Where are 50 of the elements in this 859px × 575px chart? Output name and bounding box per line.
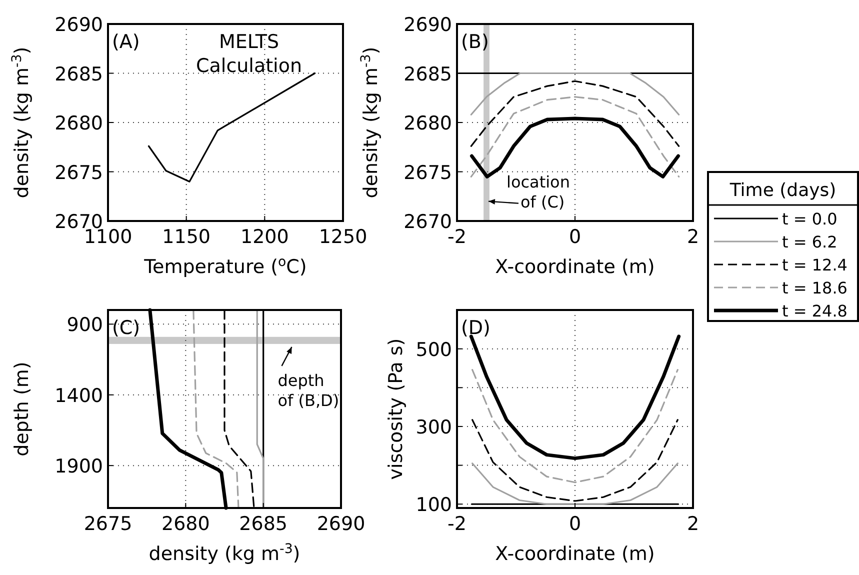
annotation: MELTS Calculation xyxy=(196,31,302,77)
y-tick-label: 2675 xyxy=(54,162,103,184)
x-axis-title: X-coordinate (m) xyxy=(495,256,655,278)
y-tick-label: 300 xyxy=(416,416,452,438)
x-tick-label: 1200 xyxy=(240,226,289,248)
y-tick-label: 1400 xyxy=(54,384,103,407)
y-tick-label: 500 xyxy=(416,338,452,361)
y-tick-label: 2680 xyxy=(54,112,103,134)
x-tick-label: 1150 xyxy=(162,226,211,248)
x-tick-label: 1250 xyxy=(318,226,368,248)
legend-label: t = 0.0 xyxy=(782,210,838,228)
y-tick-label: 2680 xyxy=(404,112,452,134)
x-tick-label: 2685 xyxy=(239,513,288,535)
line-series xyxy=(470,80,680,147)
y-tick-label: 2670 xyxy=(404,211,452,233)
x-axis-title: density (kg m$^{-3}$) xyxy=(148,542,300,565)
x-tick-label: 2675 xyxy=(84,513,132,535)
legend-label: t = 6.2 xyxy=(782,232,838,252)
x-axis-title: X-coordinate (m) xyxy=(495,543,655,565)
x-tick-label: 2 xyxy=(686,513,700,535)
annotation: (B) xyxy=(461,31,489,53)
annotation: (C) xyxy=(112,317,140,339)
x-tick-label: 0 xyxy=(568,513,582,535)
legend-label: t = 24.8 xyxy=(782,302,848,320)
y-tick-label: 2690 xyxy=(54,14,103,36)
line-series xyxy=(469,334,681,460)
x-tick-label: 0 xyxy=(568,226,582,248)
annotation: depth of (B,D) xyxy=(278,370,340,410)
annotation: location of (C) xyxy=(506,172,570,212)
y-tick-label: 2685 xyxy=(54,63,103,86)
annotation: (D) xyxy=(461,317,490,339)
y-axis-title: viscosity (Pa s) xyxy=(385,338,407,480)
annotation: (A) xyxy=(112,31,140,53)
line-series xyxy=(148,72,316,182)
legend-title: Time (days) xyxy=(728,180,836,201)
line-series xyxy=(470,72,680,116)
legend-label: t = 12.4 xyxy=(782,256,848,274)
x-tick-label: 2690 xyxy=(316,513,366,535)
y-tick-label: 2690 xyxy=(404,14,452,36)
legend-label: t = 18.6 xyxy=(782,278,848,298)
line-series xyxy=(472,368,678,484)
x-tick-label: 2 xyxy=(686,226,700,248)
y-tick-label: 2675 xyxy=(404,162,452,184)
line-series xyxy=(472,462,678,505)
x-tick-label: 2680 xyxy=(161,513,210,535)
y-tick-label: 900 xyxy=(66,314,103,336)
y-axis-title: depth (m) xyxy=(11,362,33,456)
y-tick-label: 2685 xyxy=(404,63,452,86)
x-axis-title: Temperature ($^{o}$C) xyxy=(143,254,307,278)
y-tick-label: 1900 xyxy=(54,456,103,478)
